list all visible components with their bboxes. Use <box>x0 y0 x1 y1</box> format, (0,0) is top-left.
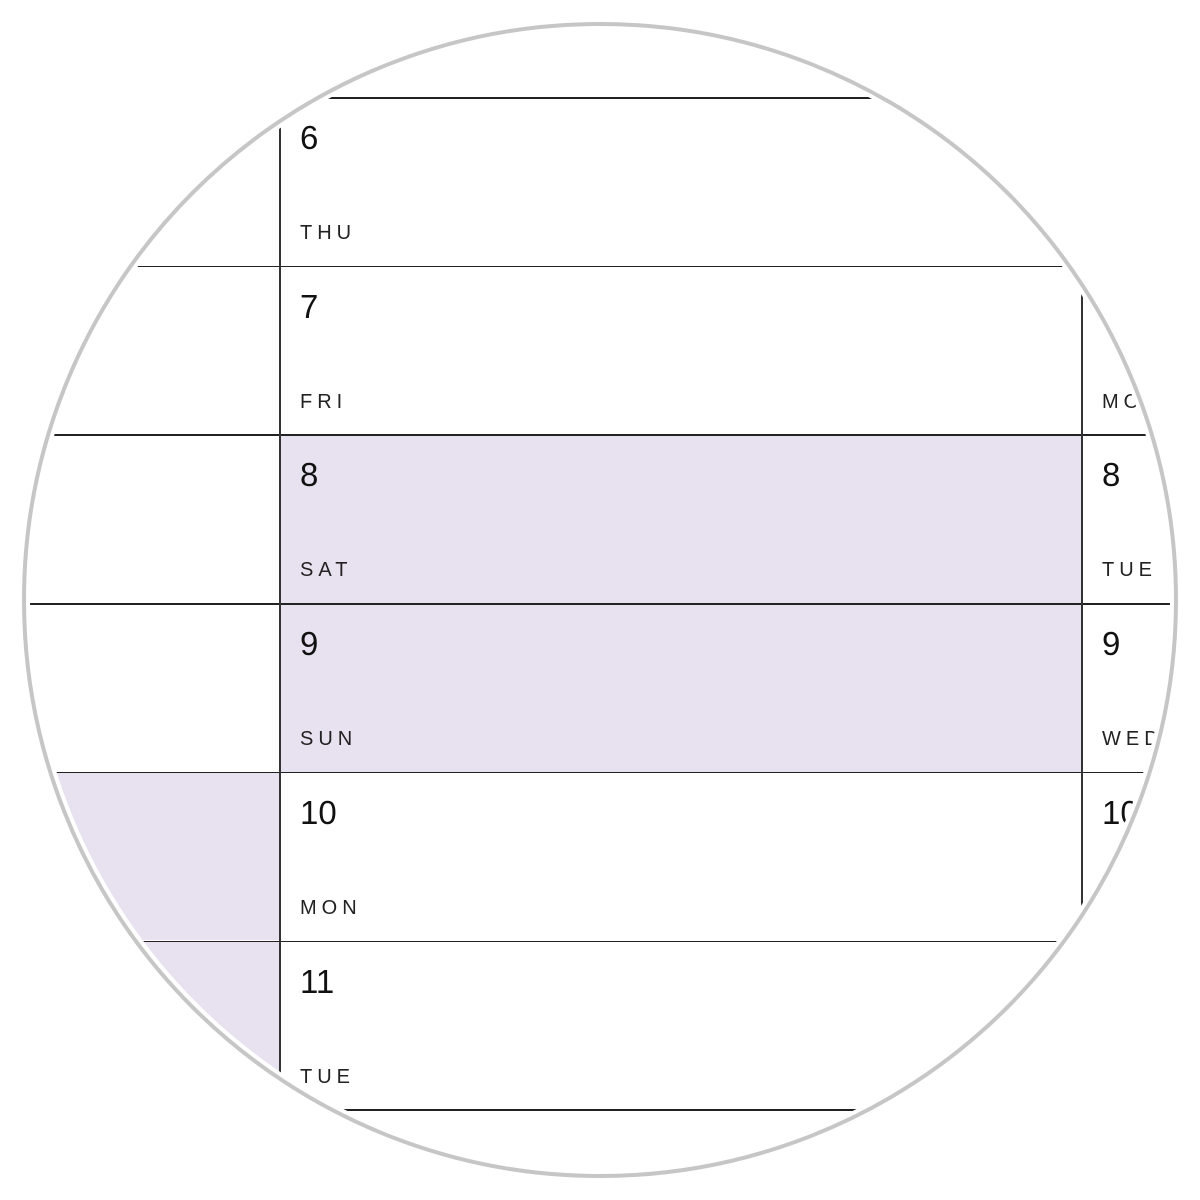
right-weekday-label: TUE <box>1102 559 1157 582</box>
day-cell[interactable] <box>279 941 1081 1110</box>
row-divider <box>30 265 1170 268</box>
column-divider <box>1081 290 1083 910</box>
day-number: 10 <box>300 793 337 831</box>
day-cell[interactable] <box>279 266 1081 435</box>
day-number: 9 <box>300 625 319 663</box>
row-divider <box>30 940 1170 942</box>
left-column-highlight <box>30 940 279 1110</box>
day-cell[interactable] <box>279 97 1081 266</box>
weekday-label: SUN <box>300 728 358 751</box>
left-column-highlight <box>30 771 279 941</box>
day-cell[interactable] <box>279 772 1081 941</box>
weekday-label: SAT <box>300 559 353 582</box>
row-divider <box>30 603 1170 605</box>
weekday-label: FRI <box>300 390 348 413</box>
day-cell[interactable] <box>279 434 1081 604</box>
calendar-grid: 6 THU 7 FRI 8 SAT 9 SUN 10 MON 11 TUE MO 8 TUE 9 WED 10 <box>30 30 1170 1170</box>
day-cell[interactable] <box>279 603 1081 772</box>
day-number: 11 <box>300 962 335 1000</box>
day-number: 7 <box>300 287 319 325</box>
right-day-number: 9 <box>1102 625 1121 663</box>
weekday-label: MON <box>300 896 362 919</box>
right-weekday-label: MO <box>1102 390 1145 413</box>
row-divider <box>30 434 1170 436</box>
row-divider <box>30 1109 1170 1111</box>
right-day-number: 8 <box>1102 456 1121 494</box>
row-divider <box>30 97 1170 99</box>
weekday-label: THU <box>300 222 357 244</box>
calendar-detail-view: 6 THU 7 FRI 8 SAT 9 SUN 10 MON 11 TUE MO 8 TUE 9 WED 10 <box>30 30 1170 1170</box>
day-number: 6 <box>300 119 319 156</box>
row-divider <box>30 771 1170 774</box>
right-day-number: 10 <box>1102 793 1139 831</box>
weekday-label: TUE <box>300 1065 355 1088</box>
magnifier-circle-border <box>22 22 1178 1178</box>
column-divider <box>279 120 281 1120</box>
right-weekday-label: WED <box>1102 728 1164 751</box>
day-number: 8 <box>300 456 319 494</box>
